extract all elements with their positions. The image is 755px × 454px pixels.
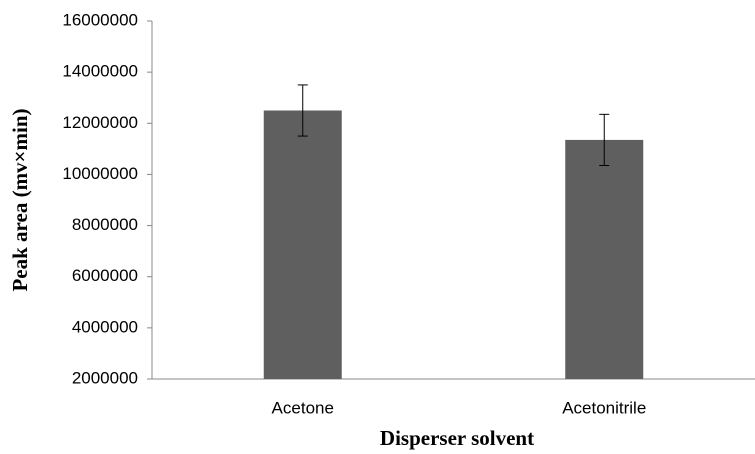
x-tick-label: Acetonitrile xyxy=(562,398,646,417)
y-tick-label: 8000000 xyxy=(72,215,138,234)
bar xyxy=(263,110,342,379)
y-tick-label: 6000000 xyxy=(72,266,138,285)
y-tick-label: 16000000 xyxy=(62,10,138,29)
x-axis-title: Disperser solvent xyxy=(380,426,534,450)
x-tick-label: Acetone xyxy=(272,398,334,417)
y-tick-label: 10000000 xyxy=(62,164,138,183)
y-tick-label: 12000000 xyxy=(62,113,138,132)
y-tick-label: 2000000 xyxy=(72,368,138,387)
y-tick-label: 14000000 xyxy=(62,62,138,81)
bar xyxy=(565,139,644,379)
y-tick-label: 4000000 xyxy=(72,317,138,336)
y-axis-title: Peak area (mv×min) xyxy=(8,108,32,291)
